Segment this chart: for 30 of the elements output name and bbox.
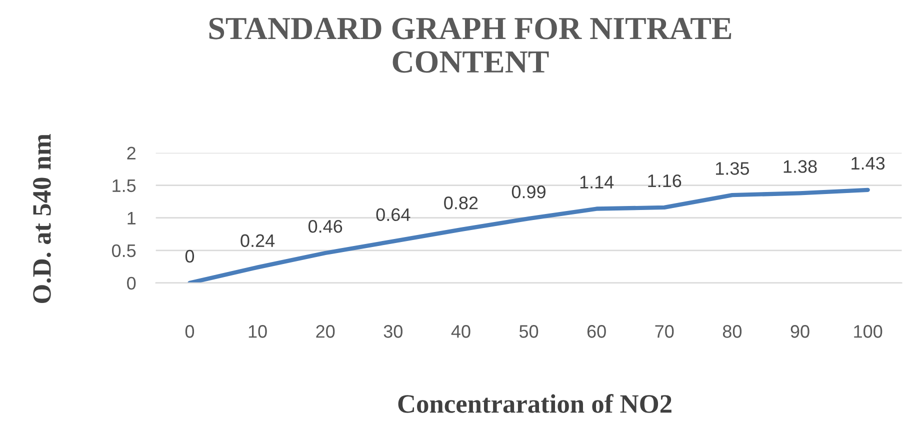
y-tick-label: 0.5 [112, 244, 136, 258]
y-tick-label: 1.5 [112, 179, 136, 192]
y-tick-label: 2 [127, 146, 136, 160]
x-tick-label: 50 [519, 325, 538, 338]
data-label: 0 [185, 250, 194, 263]
data-label: 0.82 [444, 196, 478, 210]
x-tick-label: 100 [854, 325, 882, 338]
data-label: 1.38 [784, 160, 817, 173]
x-tick-label: 20 [316, 325, 335, 338]
y-tick-label: 1 [128, 212, 136, 224]
data-label: 0.46 [308, 220, 342, 233]
x-tick-label: 40 [451, 325, 470, 338]
data-label: 1.16 [648, 174, 682, 188]
data-label: 1.43 [852, 156, 885, 170]
data-label: 0.64 [376, 208, 410, 222]
data-label: 1.14 [580, 176, 614, 188]
x-axis-title: Concentraration of NO2 [398, 394, 672, 413]
x-tick-label: 90 [790, 325, 810, 338]
x-tick-label: 60 [587, 325, 606, 338]
chart-title: STANDARD GRAPH FOR NITRATE CONTENT [209, 18, 732, 73]
data-label: 0.99 [512, 185, 546, 198]
data-label: 1.35 [716, 162, 750, 175]
data-label: 0.24 [240, 234, 275, 248]
x-tick-label: 0 [185, 325, 194, 338]
x-tick-label: 80 [722, 325, 742, 338]
x-tick-label: 10 [248, 325, 267, 338]
y-axis-title: O.D. at 540 nm [33, 134, 51, 304]
x-tick-label: 30 [384, 325, 402, 338]
y-tick-label: 0 [127, 276, 136, 290]
x-tick-label: 70 [655, 325, 674, 338]
